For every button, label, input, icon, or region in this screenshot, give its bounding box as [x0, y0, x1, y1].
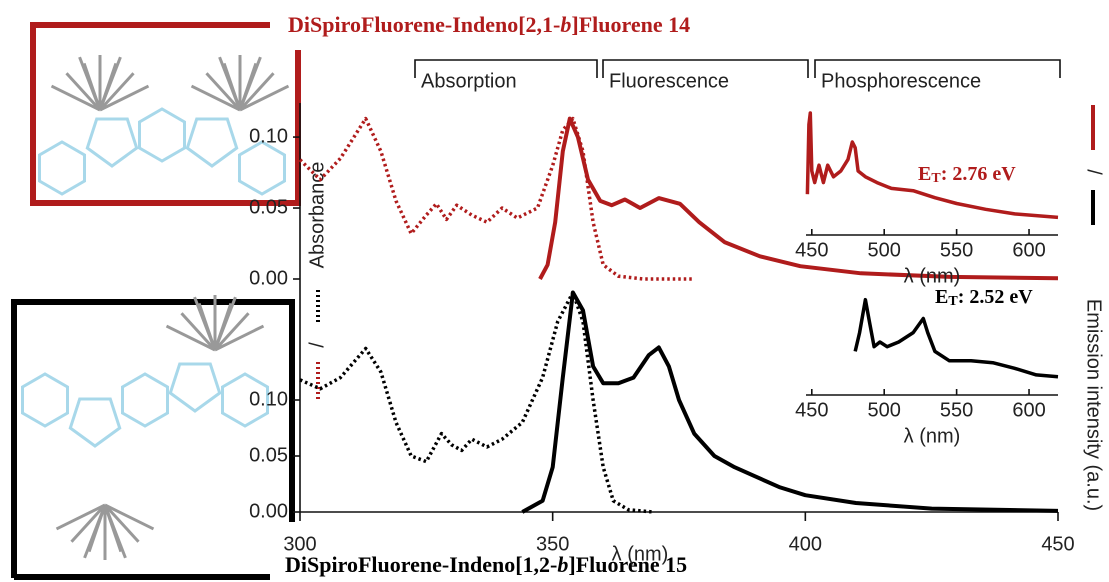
- x-axis-label: λ (nm): [612, 543, 669, 565]
- y-axis-label: Absorbance: [306, 162, 328, 269]
- molecule-title: DiSpiroFluorene-Indeno[1,2-b]Fluorene 15: [285, 552, 687, 577]
- y2-axis-label: Emission intensity (a.u.): [1083, 299, 1105, 511]
- stick: [165, 324, 216, 352]
- annotation-part: T: [948, 294, 958, 309]
- inset-x-tick-label: 600: [1012, 399, 1045, 421]
- ring: [38, 140, 86, 196]
- ring: [68, 397, 122, 448]
- annotation-part: : 2.76 eV: [941, 163, 1017, 185]
- inset-x-tick-label: 500: [868, 399, 901, 421]
- section-bracket: [414, 59, 598, 78]
- ring: [138, 107, 186, 163]
- molecule-frame: [11, 299, 295, 578]
- stick: [239, 84, 290, 112]
- stick: [218, 56, 242, 111]
- emission-curve: [538, 116, 1059, 281]
- annotation-part: E: [935, 286, 948, 308]
- stick: [180, 312, 217, 352]
- inset-x-label: λ (nm): [904, 425, 961, 447]
- phosphorescence-curve: [853, 297, 1059, 379]
- section-bracket: [814, 59, 1061, 78]
- legend-separator: /: [306, 342, 328, 348]
- stick: [70, 503, 107, 543]
- ring: [121, 372, 169, 428]
- stick: [103, 504, 123, 553]
- inset-x-tick-label: 450: [795, 239, 828, 261]
- section-label: Fluorescence: [609, 70, 729, 92]
- stick: [55, 503, 106, 531]
- section-label: Phosphorescence: [821, 70, 981, 92]
- stick: [205, 72, 242, 112]
- y-tick-label: 0.05: [249, 196, 288, 218]
- molecule-drawings: [21, 55, 290, 560]
- molecule-title: DiSpiroFluorene-Indeno[2,1-b]Fluorene 14: [288, 12, 690, 37]
- x-tick-label: 400: [789, 533, 822, 555]
- inset-x-label: λ (nm): [904, 265, 961, 287]
- molecule-frame: [30, 22, 301, 206]
- inset-x-tick-label: 500: [868, 239, 901, 261]
- y-tick-label: 0.05: [249, 444, 288, 466]
- legend-separator: /: [1083, 169, 1105, 175]
- ring: [185, 117, 239, 168]
- stick: [103, 503, 140, 543]
- absorption-curve: [298, 116, 695, 281]
- section-label: Absorption: [421, 70, 517, 92]
- annotation-part: E: [918, 163, 931, 185]
- y-tick-label: 0.00: [249, 267, 288, 289]
- stick: [238, 62, 258, 111]
- inset-x-tick-label: 600: [1012, 239, 1045, 261]
- stick: [238, 72, 275, 112]
- chart: Absorption Fluorescence Phosphorescence 300…: [249, 59, 1105, 565]
- y-tick-label: 0.00: [249, 500, 288, 522]
- ring: [85, 117, 139, 168]
- annotation-part: T: [931, 171, 941, 186]
- stick: [98, 62, 118, 111]
- stick: [190, 84, 241, 112]
- ring: [221, 372, 269, 428]
- ring: [238, 140, 286, 196]
- section-bracket: [602, 59, 809, 78]
- annotation-part: : 2.52 eV: [958, 286, 1034, 308]
- ring: [168, 362, 222, 413]
- triplet-energy: ET: 2.76 eV: [918, 163, 1016, 187]
- inset-x-tick-label: 550: [940, 399, 973, 421]
- stick: [78, 56, 102, 111]
- stick: [214, 324, 265, 352]
- y-tick-label: 0.10: [249, 125, 288, 147]
- phosphorescence-curve: [805, 111, 1059, 220]
- stick: [65, 72, 102, 112]
- x-tick-label: 450: [1041, 533, 1074, 555]
- stick: [50, 84, 101, 112]
- ring: [21, 372, 69, 428]
- stick: [104, 503, 155, 531]
- emission-curve: [521, 290, 1059, 514]
- x-tick-label: 300: [283, 533, 316, 555]
- inset-x-tick-label: 550: [940, 239, 973, 261]
- triplet-energy: ET: 2.52 eV: [935, 286, 1033, 310]
- x-tick-label: 350: [536, 533, 569, 555]
- stick: [193, 296, 217, 351]
- inset-x-tick-label: 450: [795, 399, 828, 421]
- stick: [99, 84, 150, 112]
- y-tick-label: 0.10: [249, 388, 288, 410]
- stick: [213, 302, 233, 351]
- stick: [213, 312, 250, 352]
- absorption-curve: [299, 290, 654, 514]
- stick: [83, 504, 107, 559]
- stick: [98, 72, 135, 112]
